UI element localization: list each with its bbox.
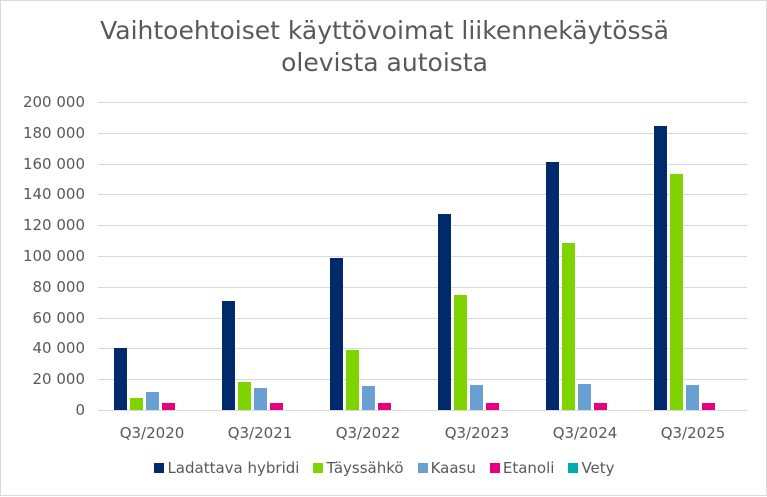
y-tick-label: 80 000 xyxy=(32,278,86,296)
bar-kaasu-Q3-2020 xyxy=(146,392,159,410)
bar-ladattava-hybridi-Q3-2021 xyxy=(222,301,235,410)
bar-t-yss-hk--Q3-2023 xyxy=(454,295,467,410)
legend-label: Ladattava hybridi xyxy=(167,459,300,477)
y-tick-label: 200 000 xyxy=(22,93,85,111)
legend-item: Vety xyxy=(568,459,615,477)
y-tick-label: 0 xyxy=(75,401,85,419)
bar-ladattava-hybridi-Q3-2020 xyxy=(114,348,127,410)
x-tick-label: Q3/2024 xyxy=(552,424,618,442)
bar-ladattava-hybridi-Q3-2024 xyxy=(546,162,559,410)
legend-swatch-icon xyxy=(489,463,500,473)
gridline xyxy=(98,225,747,226)
bar-etanoli-Q3-2023 xyxy=(486,403,499,410)
y-tick-label: 120 000 xyxy=(22,216,85,234)
y-tick-label: 180 000 xyxy=(22,124,85,142)
legend-item: Täyssähkö xyxy=(313,459,404,477)
bar-kaasu-Q3-2023 xyxy=(470,385,483,410)
gridline xyxy=(98,164,747,165)
legend-label: Etanoli xyxy=(502,459,555,477)
bar-ladattava-hybridi-Q3-2025 xyxy=(654,126,667,410)
bar-t-yss-hk--Q3-2025 xyxy=(670,174,683,410)
bar-kaasu-Q3-2021 xyxy=(254,388,267,410)
legend-label: Täyssähkö xyxy=(326,459,404,477)
gridline xyxy=(98,102,747,103)
chart-title-line-1: Vaihtoehtoiset käyttövoimat liikennekäyt… xyxy=(100,16,669,45)
gridline xyxy=(98,133,747,134)
y-tick-label: 40 000 xyxy=(32,339,86,357)
gridline xyxy=(98,348,747,349)
legend: Ladattava hybridi Täyssähkö Kaasu Etanoli Ve… xyxy=(1,459,767,477)
legend-item: Kaasu xyxy=(417,459,476,477)
bar-etanoli-Q3-2022 xyxy=(378,403,391,410)
bar-etanoli-Q3-2025 xyxy=(702,403,715,410)
bar-etanoli-Q3-2020 xyxy=(162,403,175,410)
legend-swatch-icon xyxy=(154,463,165,473)
legend-swatch-icon xyxy=(417,463,428,473)
legend-label: Vety xyxy=(581,459,615,477)
bar-ladattava-hybridi-Q3-2022 xyxy=(330,258,343,410)
x-tick-label: Q3/2021 xyxy=(227,424,293,442)
bar-ladattava-hybridi-Q3-2023 xyxy=(438,214,451,410)
gridline xyxy=(98,379,747,380)
legend-item: Ladattava hybridi xyxy=(154,459,299,477)
gridline xyxy=(98,318,747,319)
legend-item: Etanoli xyxy=(489,459,555,477)
x-tick-label: Q3/2022 xyxy=(335,424,401,442)
x-tick-label: Q3/2025 xyxy=(660,424,726,442)
bar-t-yss-hk--Q3-2024 xyxy=(562,243,575,410)
y-tick-label: 20 000 xyxy=(32,370,86,388)
bar-kaasu-Q3-2025 xyxy=(686,385,699,410)
gridline xyxy=(98,287,747,288)
chart-title: Vaihtoehtoiset käyttövoimat liikennekäyt… xyxy=(1,15,767,79)
bar-t-yss-hk--Q3-2021 xyxy=(238,382,251,410)
bar-etanoli-Q3-2024 xyxy=(594,403,607,410)
bar-t-yss-hk--Q3-2020 xyxy=(130,398,143,410)
legend-swatch-icon xyxy=(568,463,579,473)
bar-t-yss-hk--Q3-2022 xyxy=(346,350,359,410)
x-tick-label: Q3/2023 xyxy=(444,424,510,442)
y-tick-label: 60 000 xyxy=(32,309,86,327)
gridline xyxy=(98,410,747,411)
bar-etanoli-Q3-2021 xyxy=(270,403,283,410)
bar-kaasu-Q3-2024 xyxy=(578,384,591,410)
y-tick-label: 100 000 xyxy=(22,247,85,265)
legend-swatch-icon xyxy=(313,463,324,473)
legend-label: Kaasu xyxy=(430,459,476,477)
x-tick-label: Q3/2020 xyxy=(119,424,185,442)
gridline xyxy=(98,194,747,195)
gridline xyxy=(98,256,747,257)
chart-title-line-2: olevista autoista xyxy=(281,48,488,77)
bar-kaasu-Q3-2022 xyxy=(362,386,375,410)
y-tick-label: 160 000 xyxy=(22,155,85,173)
y-tick-label: 140 000 xyxy=(22,185,85,203)
